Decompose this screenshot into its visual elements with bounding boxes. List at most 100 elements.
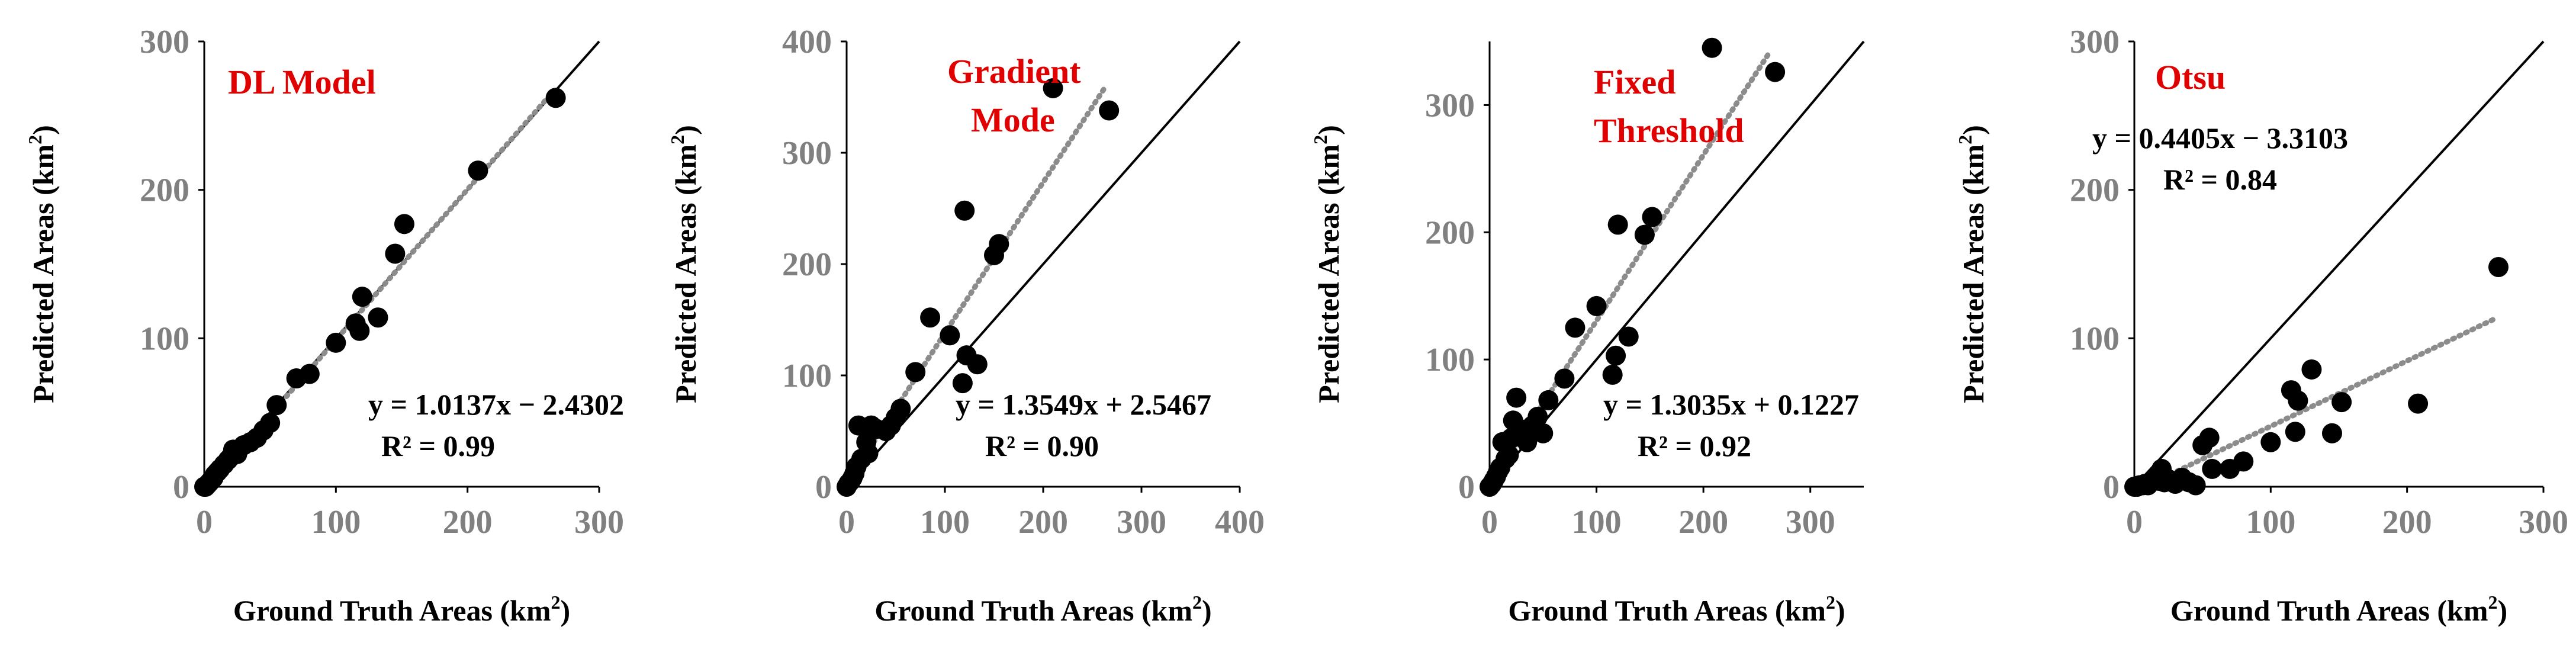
data-point bbox=[967, 354, 988, 375]
data-point bbox=[349, 320, 370, 341]
data-point bbox=[1606, 345, 1626, 366]
y-axis-title: Predicted Areas (km2) bbox=[1954, 125, 1990, 403]
y-axis-title: Predicted Areas (km2) bbox=[667, 125, 702, 403]
data-point bbox=[2199, 428, 2220, 448]
data-point bbox=[890, 398, 911, 419]
data-point bbox=[2408, 393, 2429, 414]
r-squared: R² = 0.84 bbox=[2163, 163, 2277, 196]
data-point bbox=[1533, 423, 1554, 443]
y-tick-label: 100 bbox=[782, 358, 832, 394]
data-point bbox=[1618, 326, 1639, 347]
data-point bbox=[2321, 423, 2342, 443]
x-tick-label: 300 bbox=[1786, 504, 1835, 541]
data-point bbox=[1527, 406, 1548, 427]
panel-title: DL Model bbox=[228, 63, 376, 101]
panel-4: 0 100 200 300 0 100 200 300 Otsu y = 0.4405x − 3.… bbox=[1954, 24, 2568, 627]
x-tick-label: 0 bbox=[196, 504, 213, 541]
y-tick-label: 200 bbox=[140, 172, 189, 209]
data-point bbox=[1565, 317, 1586, 338]
x-axis-title: Ground Truth Areas (km2) bbox=[874, 592, 1211, 627]
data-point bbox=[858, 443, 879, 464]
data-point bbox=[326, 332, 346, 353]
trend-equation: y = 1.3549x + 2.5467 bbox=[956, 388, 1211, 421]
y-tick-label: 0 bbox=[815, 469, 832, 506]
y-tick-label: 0 bbox=[2103, 469, 2120, 506]
x-tick-label: 100 bbox=[311, 504, 361, 541]
x-tick-label: 100 bbox=[920, 504, 970, 541]
y-axis-title: Predicted Areas (km2) bbox=[1310, 125, 1345, 403]
data-point bbox=[1554, 368, 1575, 389]
y-tick-label: 300 bbox=[782, 135, 832, 172]
data-point bbox=[2488, 257, 2509, 278]
data-point bbox=[1498, 445, 1519, 465]
data-point bbox=[299, 364, 320, 384]
y-axis-title: Predicted Areas (km2) bbox=[24, 125, 60, 403]
identity-line bbox=[845, 40, 1241, 488]
data-point bbox=[989, 234, 1009, 255]
r-squared: R² = 0.90 bbox=[985, 429, 1099, 462]
x-axis-title: Ground Truth Areas (km2) bbox=[1508, 592, 1845, 627]
x-tick-label: 300 bbox=[574, 504, 624, 541]
panel-title: Mode bbox=[971, 101, 1055, 139]
y-tick-label: 0 bbox=[173, 469, 189, 506]
x-tick-label: 300 bbox=[1117, 504, 1166, 541]
x-tick-label: 200 bbox=[2382, 504, 2432, 541]
data-point bbox=[545, 88, 566, 108]
data-point bbox=[468, 160, 488, 181]
y-tick-label: 0 bbox=[1458, 469, 1475, 506]
data-point bbox=[1602, 364, 1623, 385]
y-tick-label: 200 bbox=[1425, 214, 1475, 251]
x-tick-label: 0 bbox=[2126, 504, 2143, 541]
data-point bbox=[260, 413, 281, 433]
data-point bbox=[2285, 422, 2305, 442]
data-point bbox=[2288, 390, 2308, 411]
x-tick-label: 200 bbox=[443, 504, 493, 541]
data-point bbox=[2185, 475, 2206, 496]
x-tick-label: 100 bbox=[1572, 504, 1622, 541]
panel-3: 0 100 200 300 0 100 200 300 Fixed Threshold y = 1.… bbox=[1310, 37, 1865, 627]
data-point bbox=[1099, 100, 1120, 121]
data-point bbox=[1506, 387, 1527, 408]
data-point bbox=[1642, 207, 1662, 227]
x-axis-title: Ground Truth Areas (km2) bbox=[233, 592, 570, 627]
y-tick-label: 200 bbox=[2070, 172, 2120, 209]
r-squared: R² = 0.99 bbox=[381, 429, 495, 462]
data-point bbox=[1586, 295, 1607, 316]
data-point bbox=[368, 307, 388, 328]
data-point bbox=[952, 373, 973, 394]
x-tick-label: 200 bbox=[1018, 504, 1068, 541]
data-point bbox=[1538, 390, 1559, 410]
r-squared: R² = 0.92 bbox=[1638, 429, 1751, 462]
data-point bbox=[954, 200, 975, 221]
y-tick-label: 300 bbox=[140, 24, 189, 60]
data-point bbox=[2331, 392, 2352, 413]
x-axis-title: Ground Truth Areas (km2) bbox=[2170, 592, 2507, 627]
x-tick-label: 200 bbox=[1678, 504, 1728, 541]
y-tick-label: 300 bbox=[2070, 24, 2120, 60]
data-point bbox=[905, 362, 926, 383]
data-point bbox=[2233, 451, 2254, 472]
panel-title: Threshold bbox=[1594, 111, 1744, 150]
data-point bbox=[2301, 359, 2322, 380]
panel-title: Gradient bbox=[947, 52, 1081, 91]
data-point bbox=[940, 325, 960, 346]
data-point bbox=[1517, 432, 1538, 452]
x-tick-label: 300 bbox=[2519, 504, 2568, 541]
panel-title: Fixed bbox=[1594, 63, 1676, 101]
trend-equation: y = 1.3035x + 0.1227 bbox=[1603, 388, 1859, 421]
identity-line bbox=[2133, 40, 2545, 488]
y-tick-label: 100 bbox=[140, 320, 189, 357]
y-tick-label: 300 bbox=[1425, 87, 1475, 124]
data-point bbox=[1043, 78, 1063, 98]
data-point bbox=[266, 395, 287, 416]
data-point bbox=[2202, 458, 2223, 479]
y-tick-label: 100 bbox=[2070, 320, 2120, 357]
data-point bbox=[1607, 214, 1628, 235]
data-point bbox=[385, 243, 406, 264]
x-tick-label: 0 bbox=[1481, 504, 1498, 541]
trend-equation: y = 0.4405x − 3.3103 bbox=[2092, 121, 2348, 155]
y-tick-label: 400 bbox=[782, 24, 832, 60]
data-point bbox=[352, 287, 372, 307]
x-tick-label: 100 bbox=[2246, 504, 2295, 541]
x-tick-label: 0 bbox=[838, 504, 855, 541]
